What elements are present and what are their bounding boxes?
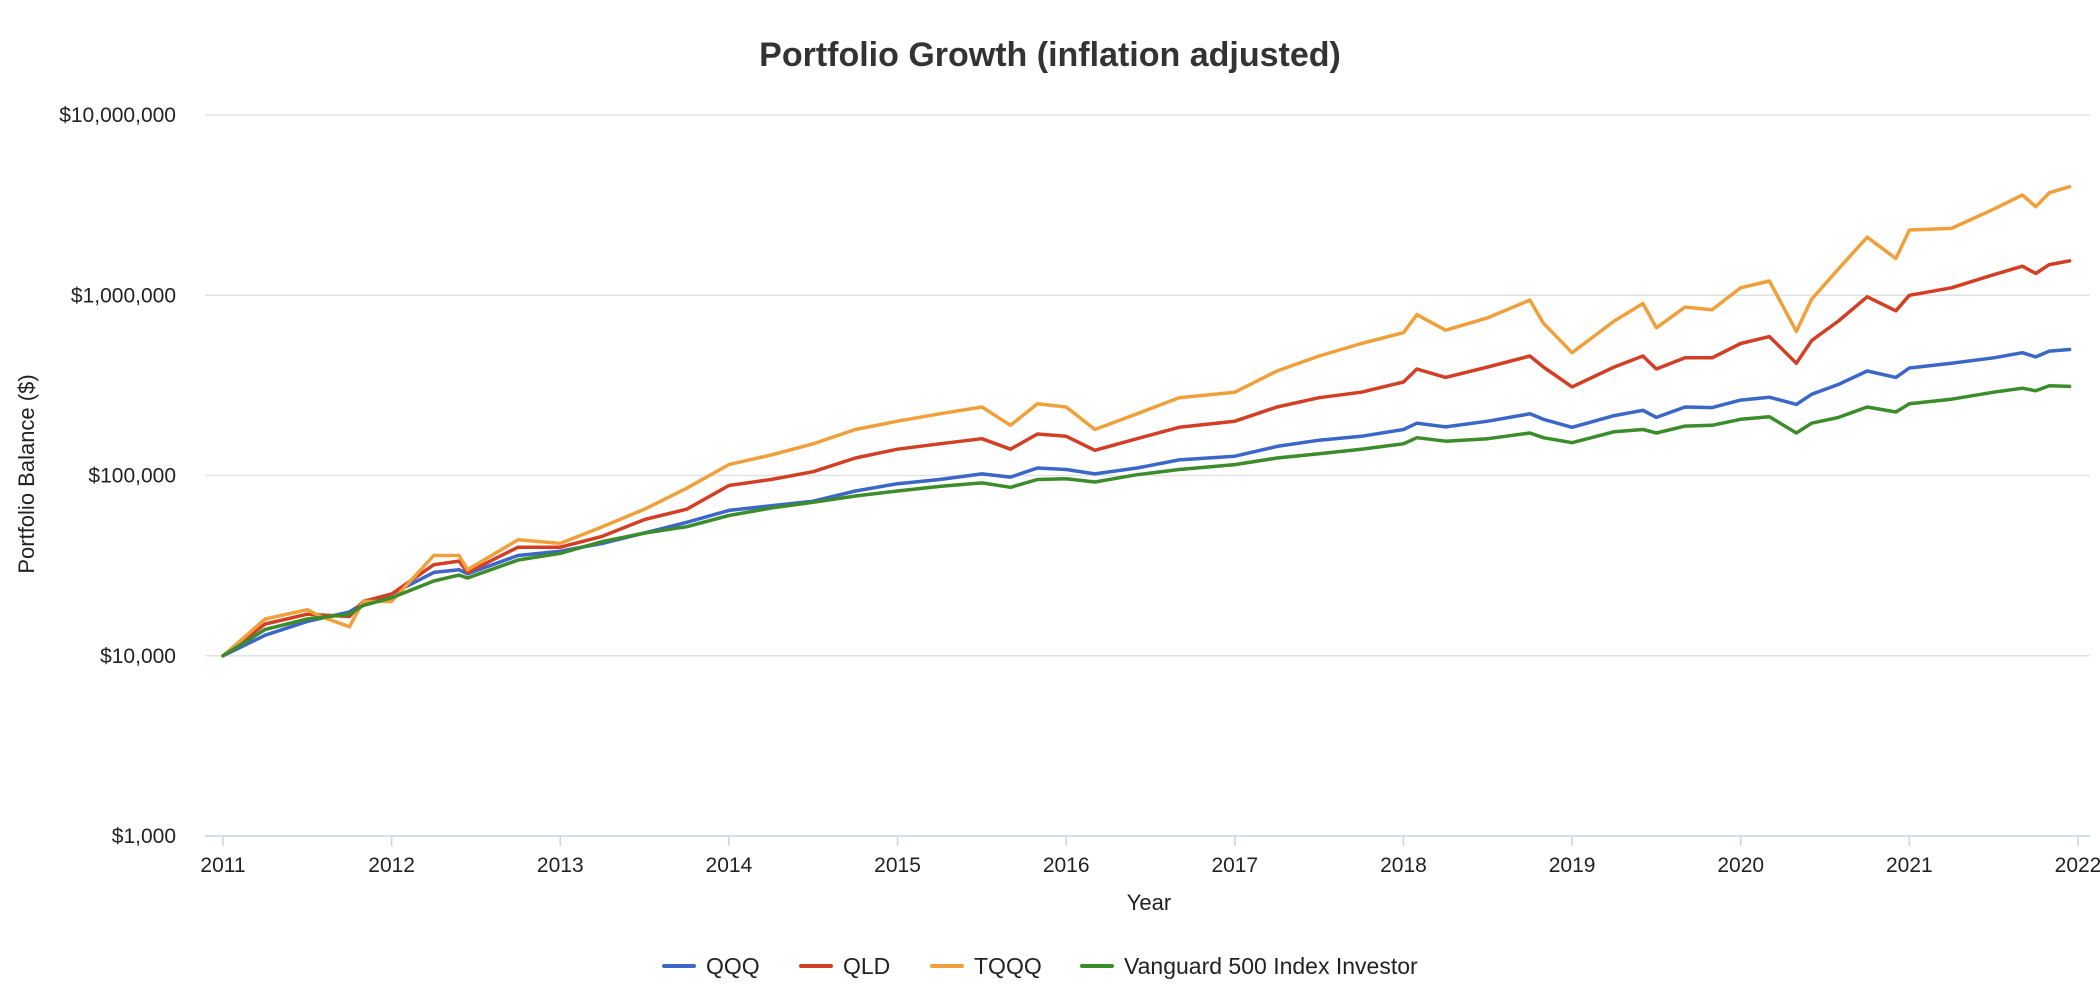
- y-tick-label: $1,000: [112, 825, 176, 848]
- legend-label: Vanguard 500 Index Investor: [1124, 953, 1418, 979]
- y-tick-label: $10,000: [100, 645, 176, 668]
- y-tick-label: $1,000,000: [71, 284, 176, 307]
- x-tick-label: 2013: [537, 854, 584, 877]
- x-tick-label: 2017: [1211, 854, 1258, 877]
- series-line-vanguard-500-index-investor: [221, 383, 2072, 658]
- legend-label: QQQ: [706, 953, 760, 979]
- x-tick-label: 2021: [1886, 854, 1933, 877]
- x-tick-label: 2011: [200, 854, 245, 877]
- y-tick-label: $100,000: [88, 465, 176, 488]
- series-line-qld: [221, 259, 2072, 658]
- x-tick-label: 2012: [368, 854, 415, 877]
- legend-label: QLD: [843, 953, 890, 979]
- legend-item-tqqq: TQQQ: [930, 953, 1042, 979]
- y-axis-label: Portfolio Balance ($): [14, 374, 39, 573]
- x-tick-label: 2018: [1380, 854, 1427, 877]
- legend-label: TQQQ: [974, 953, 1042, 979]
- x-tick-label: 2022: [2055, 854, 2100, 877]
- y-axis-ticks: $1,000 $10,000 $100,000 $1,000,000 $10,000,0…: [59, 104, 176, 848]
- series-lines: [221, 184, 2072, 658]
- y-tick-label: $10,000,000: [59, 104, 176, 127]
- legend: QQQ QLD TQQQ Vanguard 500 Index Investor: [662, 953, 1418, 979]
- series-line-tqqq: [221, 184, 2072, 658]
- legend-item-qld: QLD: [799, 953, 890, 979]
- chart-title: Portfolio Growth (inflation adjusted): [759, 36, 1341, 74]
- x-tick-label: 2014: [706, 854, 753, 877]
- x-tick-label: 2016: [1043, 854, 1090, 877]
- x-axis-label: Year: [1127, 890, 1171, 915]
- legend-item-qqq: QQQ: [662, 953, 760, 979]
- legend-item-vanguard-500-index-investor: Vanguard 500 Index Investor: [1080, 953, 1418, 979]
- x-tick-label: 2019: [1549, 854, 1596, 877]
- x-tick-label: 2015: [874, 854, 921, 877]
- series-line-qqq: [221, 347, 2072, 658]
- grid-lines: [205, 114, 2090, 657]
- x-axis-ticks: 2011 2012 2013 2014 2015 2016 2017 2018 2019 2020…: [200, 836, 2100, 877]
- x-tick-label: 2020: [1717, 854, 1764, 877]
